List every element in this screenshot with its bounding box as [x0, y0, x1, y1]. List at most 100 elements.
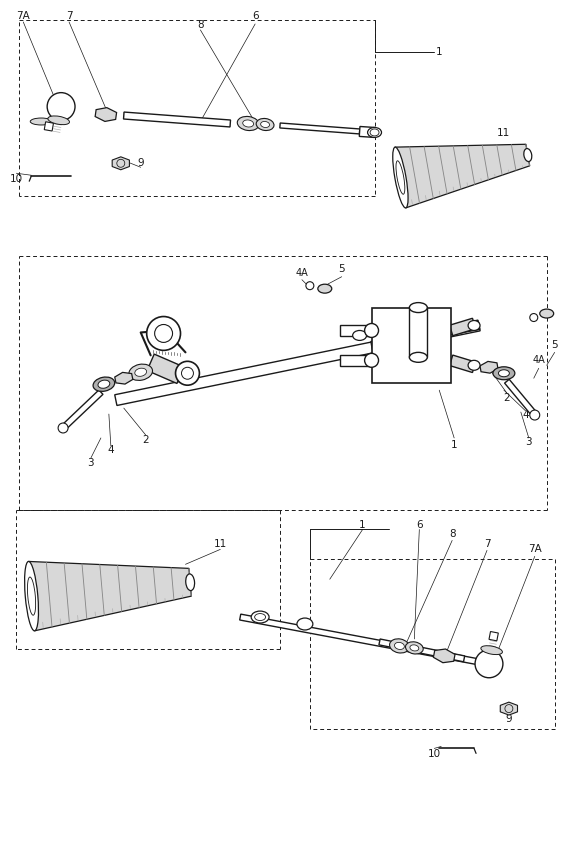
Ellipse shape — [370, 129, 379, 136]
Circle shape — [475, 650, 503, 677]
Ellipse shape — [409, 353, 427, 362]
Ellipse shape — [129, 364, 152, 381]
Polygon shape — [115, 320, 480, 405]
Circle shape — [530, 410, 540, 420]
Circle shape — [47, 93, 75, 121]
Ellipse shape — [540, 309, 554, 318]
Text: 1: 1 — [436, 47, 443, 57]
Text: 3: 3 — [88, 458, 95, 468]
Ellipse shape — [251, 611, 269, 623]
Polygon shape — [359, 127, 375, 138]
Circle shape — [155, 325, 173, 343]
Text: 1: 1 — [359, 519, 366, 530]
Polygon shape — [239, 614, 490, 666]
Polygon shape — [28, 562, 191, 631]
Text: 2: 2 — [143, 435, 149, 445]
Polygon shape — [95, 108, 117, 122]
Text: 9: 9 — [138, 158, 144, 168]
Text: 8: 8 — [449, 530, 456, 540]
Ellipse shape — [48, 116, 70, 125]
Text: 3: 3 — [525, 437, 532, 447]
Text: 9: 9 — [505, 713, 512, 723]
Ellipse shape — [393, 147, 408, 208]
Text: 4: 4 — [522, 410, 529, 420]
Ellipse shape — [367, 128, 381, 138]
Text: 6: 6 — [252, 11, 259, 21]
Text: 10: 10 — [428, 750, 441, 759]
Text: 7A: 7A — [528, 544, 542, 554]
Ellipse shape — [365, 324, 379, 337]
Text: 11: 11 — [498, 128, 511, 139]
Ellipse shape — [365, 354, 379, 367]
Ellipse shape — [396, 161, 405, 195]
Bar — [409, 308, 427, 357]
Text: 5: 5 — [338, 264, 345, 274]
Ellipse shape — [468, 320, 480, 331]
Polygon shape — [480, 361, 498, 373]
Ellipse shape — [243, 120, 254, 127]
Text: 8: 8 — [197, 20, 204, 30]
Polygon shape — [395, 144, 530, 208]
Circle shape — [117, 159, 125, 167]
Bar — [371, 308, 451, 383]
Ellipse shape — [405, 642, 423, 654]
Polygon shape — [449, 318, 475, 336]
Ellipse shape — [395, 643, 404, 649]
Ellipse shape — [481, 646, 503, 654]
Text: 7: 7 — [66, 11, 72, 21]
Circle shape — [147, 316, 181, 350]
Circle shape — [306, 281, 314, 290]
Ellipse shape — [260, 122, 269, 127]
Polygon shape — [379, 639, 465, 662]
Polygon shape — [505, 379, 539, 419]
Ellipse shape — [186, 574, 195, 591]
Circle shape — [182, 367, 194, 379]
Polygon shape — [500, 702, 517, 715]
Polygon shape — [115, 372, 133, 384]
Polygon shape — [59, 390, 103, 432]
Polygon shape — [340, 325, 371, 336]
Ellipse shape — [93, 377, 115, 391]
Text: 6: 6 — [416, 519, 423, 530]
Text: 5: 5 — [551, 340, 558, 350]
Ellipse shape — [499, 370, 509, 377]
Ellipse shape — [27, 577, 36, 615]
Circle shape — [505, 705, 513, 712]
Ellipse shape — [135, 368, 147, 377]
Ellipse shape — [353, 331, 367, 340]
Text: 7A: 7A — [16, 11, 30, 21]
Polygon shape — [340, 354, 371, 366]
Polygon shape — [434, 649, 455, 663]
Ellipse shape — [410, 645, 419, 651]
Circle shape — [175, 361, 199, 385]
Ellipse shape — [389, 639, 409, 653]
Circle shape — [530, 314, 538, 321]
Bar — [489, 632, 498, 641]
Ellipse shape — [30, 118, 52, 125]
Text: 11: 11 — [214, 540, 227, 549]
Text: 1: 1 — [451, 440, 457, 450]
Polygon shape — [147, 354, 184, 383]
Ellipse shape — [24, 562, 38, 631]
Ellipse shape — [256, 118, 274, 131]
Ellipse shape — [98, 380, 110, 388]
Polygon shape — [449, 355, 475, 372]
Polygon shape — [280, 123, 360, 134]
Text: 4: 4 — [108, 445, 114, 455]
Text: 4A: 4A — [533, 355, 545, 366]
Text: 7: 7 — [484, 540, 490, 549]
Bar — [44, 122, 53, 131]
Ellipse shape — [237, 116, 259, 131]
Text: 4A: 4A — [295, 268, 308, 278]
Circle shape — [58, 423, 68, 433]
Ellipse shape — [255, 614, 265, 620]
Polygon shape — [371, 321, 480, 349]
Ellipse shape — [297, 618, 313, 630]
Ellipse shape — [468, 360, 480, 371]
Text: 2: 2 — [504, 394, 510, 403]
Ellipse shape — [318, 284, 332, 293]
Text: 10: 10 — [10, 174, 23, 184]
Ellipse shape — [524, 149, 532, 162]
Polygon shape — [112, 156, 130, 170]
Ellipse shape — [409, 303, 427, 313]
